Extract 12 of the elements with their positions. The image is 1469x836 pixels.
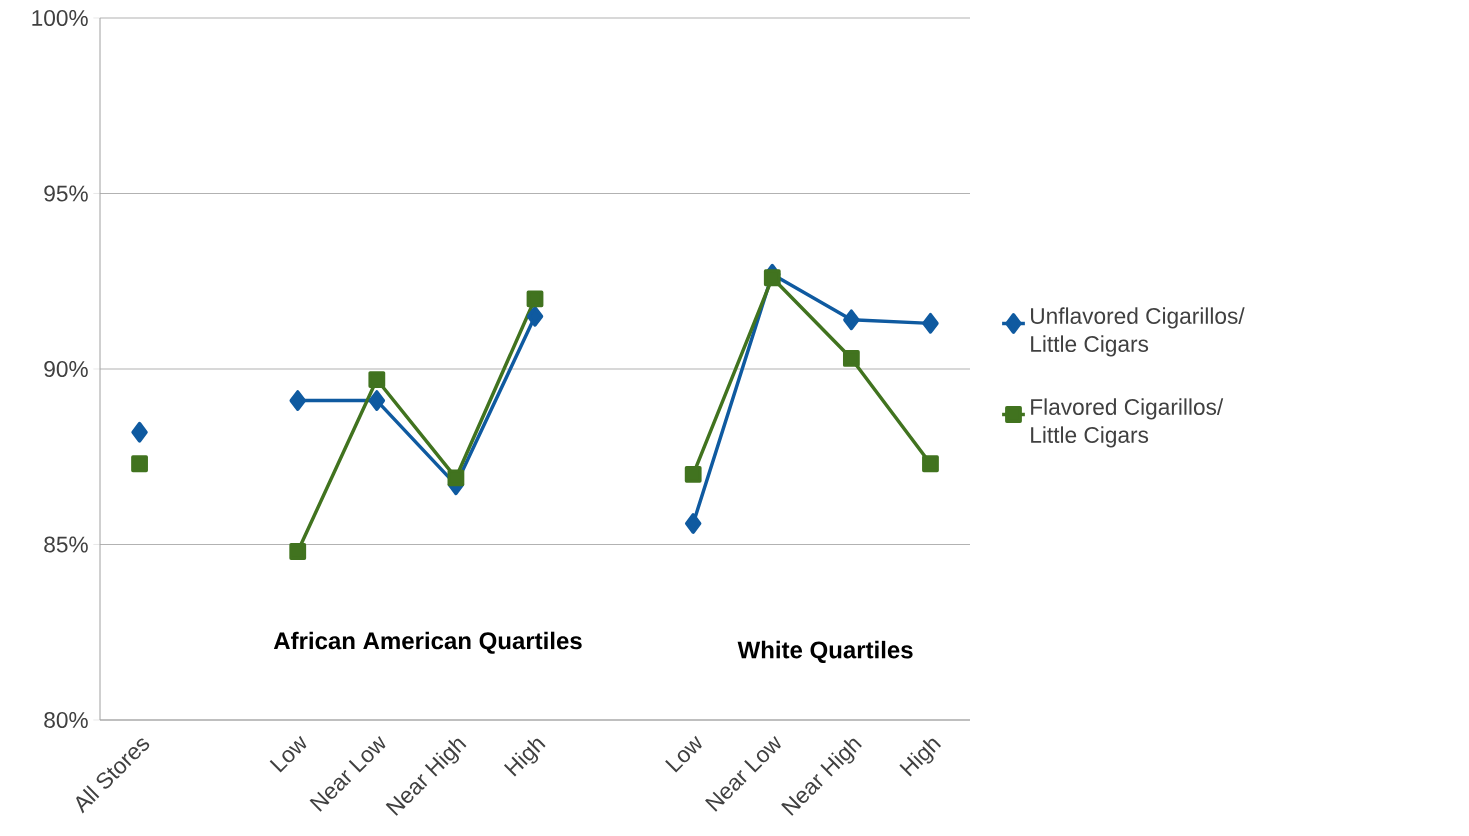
y-tick-label: 80%: [44, 711, 88, 729]
annotation: White Quartiles: [737, 640, 913, 663]
legend-label: Unflavored Cigarillos/ Little Cigars: [1031, 307, 1245, 357]
x-tick-label: High: [503, 738, 546, 777]
y-tick-label: 90%: [44, 360, 88, 378]
y-tick-label: 85%: [44, 536, 88, 553]
legend-label: Flavored Cigarillos/ Little Cigars: [1031, 398, 1224, 448]
annotation: African American Quartiles: [273, 631, 582, 654]
y-tick-label: 95%: [44, 185, 88, 202]
x-tick-label: Low: [269, 735, 307, 773]
y-tick-label: 100%: [32, 9, 88, 27]
x-tick-label: Low: [665, 735, 702, 773]
